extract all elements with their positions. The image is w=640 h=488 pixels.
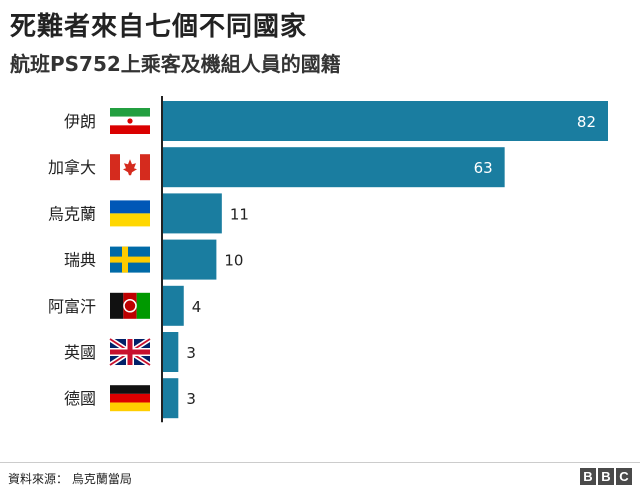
chart-title: 死難者來自七個不同國家 (10, 12, 308, 42)
afghanistan-flag (110, 292, 150, 319)
uk-flag (108, 336, 152, 368)
category-label: 英國 (64, 343, 96, 362)
bar (162, 285, 184, 326)
bar (162, 101, 608, 141)
bar-chart: 伊朗 82 加拿大 63 烏克蘭 11 瑞典 10 阿富汗 4 英國 3 德國 3 (48, 96, 608, 423)
data-label: 10 (224, 252, 243, 270)
canada-flag (110, 154, 150, 181)
category-label: 烏克蘭 (48, 204, 96, 223)
category-label: 瑞典 (64, 251, 96, 270)
footer-divider (0, 462, 640, 463)
bbc-logo: B B C (580, 468, 632, 485)
data-label: 11 (230, 205, 249, 223)
bbc-logo-letter: B (598, 468, 614, 485)
data-label: 3 (186, 390, 196, 408)
ukraine-flag (110, 200, 150, 227)
data-label: 3 (186, 344, 196, 362)
bar (162, 332, 179, 372)
data-label: 82 (577, 113, 596, 131)
data-label: 4 (192, 298, 202, 316)
bar (162, 147, 505, 188)
sweden-flag (110, 246, 150, 273)
category-label: 伊朗 (64, 112, 96, 131)
category-label: 阿富汗 (48, 297, 96, 316)
bar (162, 378, 179, 419)
bar (162, 239, 217, 280)
bar (162, 193, 222, 234)
bbc-logo-letter: B (580, 468, 596, 485)
category-label: 加拿大 (48, 158, 96, 177)
germany-flag (110, 385, 150, 412)
category-label: 德國 (64, 389, 96, 408)
iran-flag (110, 108, 150, 134)
data-label: 63 (474, 159, 493, 177)
chart-subtitle: 航班PS752上乘客及機組人員的國籍 (10, 52, 341, 76)
source-note: 資料來源： 烏克蘭當局 (8, 472, 132, 486)
bbc-logo-letter: C (616, 468, 632, 485)
